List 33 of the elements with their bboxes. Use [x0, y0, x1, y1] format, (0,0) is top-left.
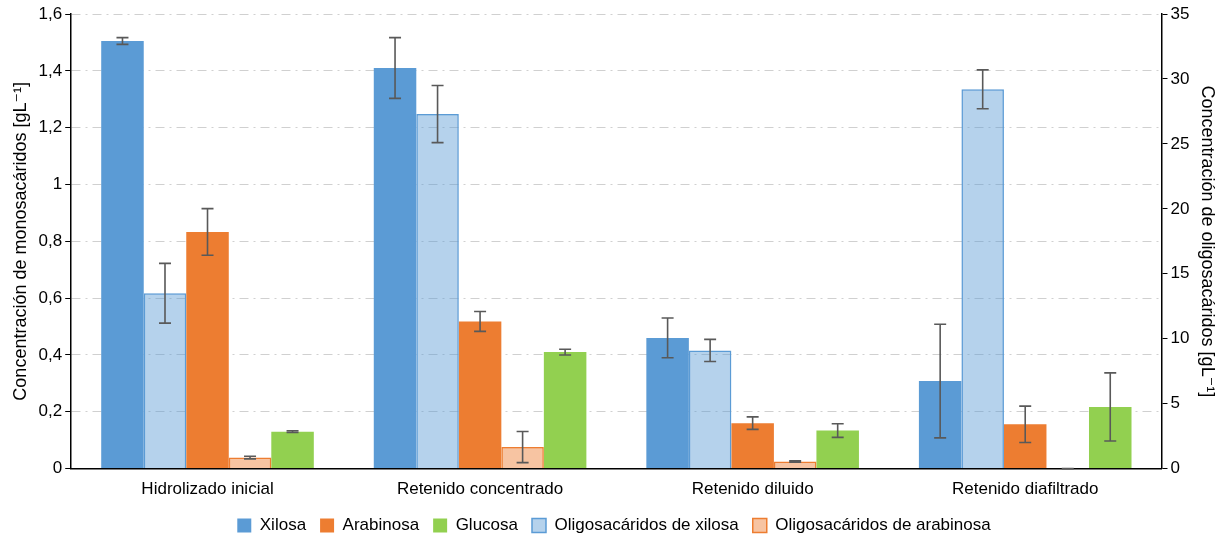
- bar: [271, 431, 314, 469]
- y-tick-label: 0,4: [38, 344, 63, 364]
- legend-label: Xilosa: [259, 515, 307, 535]
- bar: [816, 430, 859, 469]
- y-tick-label: 1,2: [38, 117, 63, 137]
- y2-tick-label: 35: [1170, 3, 1190, 23]
- y-axis-title: Concentración de monosacáridos [gL⁻¹]: [9, 81, 30, 401]
- legend-label: Oligosacáridos de arabinosa: [775, 515, 992, 535]
- y-tick-label: 1,6: [38, 3, 63, 23]
- y-tick-label: 0,8: [38, 230, 63, 250]
- x-tick-label: Hidrolizado inicial: [141, 479, 274, 499]
- y2-tick-label: 5: [1170, 393, 1180, 413]
- y2-tick-label: 10: [1170, 328, 1190, 348]
- x-tick-label: Retenido diluido: [691, 479, 814, 499]
- legend-label: Oligosacáridos de xilosa: [554, 515, 740, 535]
- y-tick-label: 1: [52, 174, 63, 194]
- y2-tick-label: 25: [1170, 133, 1190, 153]
- y2-tick-label: 15: [1170, 263, 1190, 283]
- legend-label: Glucosa: [455, 515, 519, 535]
- y2-axis-title: Concentración de oligosacáridos [gL⁻¹]: [1198, 85, 1219, 398]
- bar: [1088, 406, 1132, 469]
- x-tick-label: Retenido concentrado: [396, 479, 564, 499]
- y-tick-label: 0,6: [38, 287, 63, 307]
- y2-tick-label: 30: [1170, 68, 1190, 88]
- y2-tick-label: 0: [1170, 458, 1180, 478]
- x-tick-label: Retenido diafiltrado: [951, 479, 1099, 499]
- y2-tick-label: 20: [1170, 198, 1190, 218]
- legend-label: Arabinosa: [342, 515, 420, 535]
- y-tick-label: 1,4: [38, 60, 63, 80]
- bar: [1003, 424, 1047, 469]
- y-tick-label: 0,2: [38, 401, 63, 421]
- y-tick-label: 0: [52, 458, 63, 478]
- bar: [543, 352, 587, 469]
